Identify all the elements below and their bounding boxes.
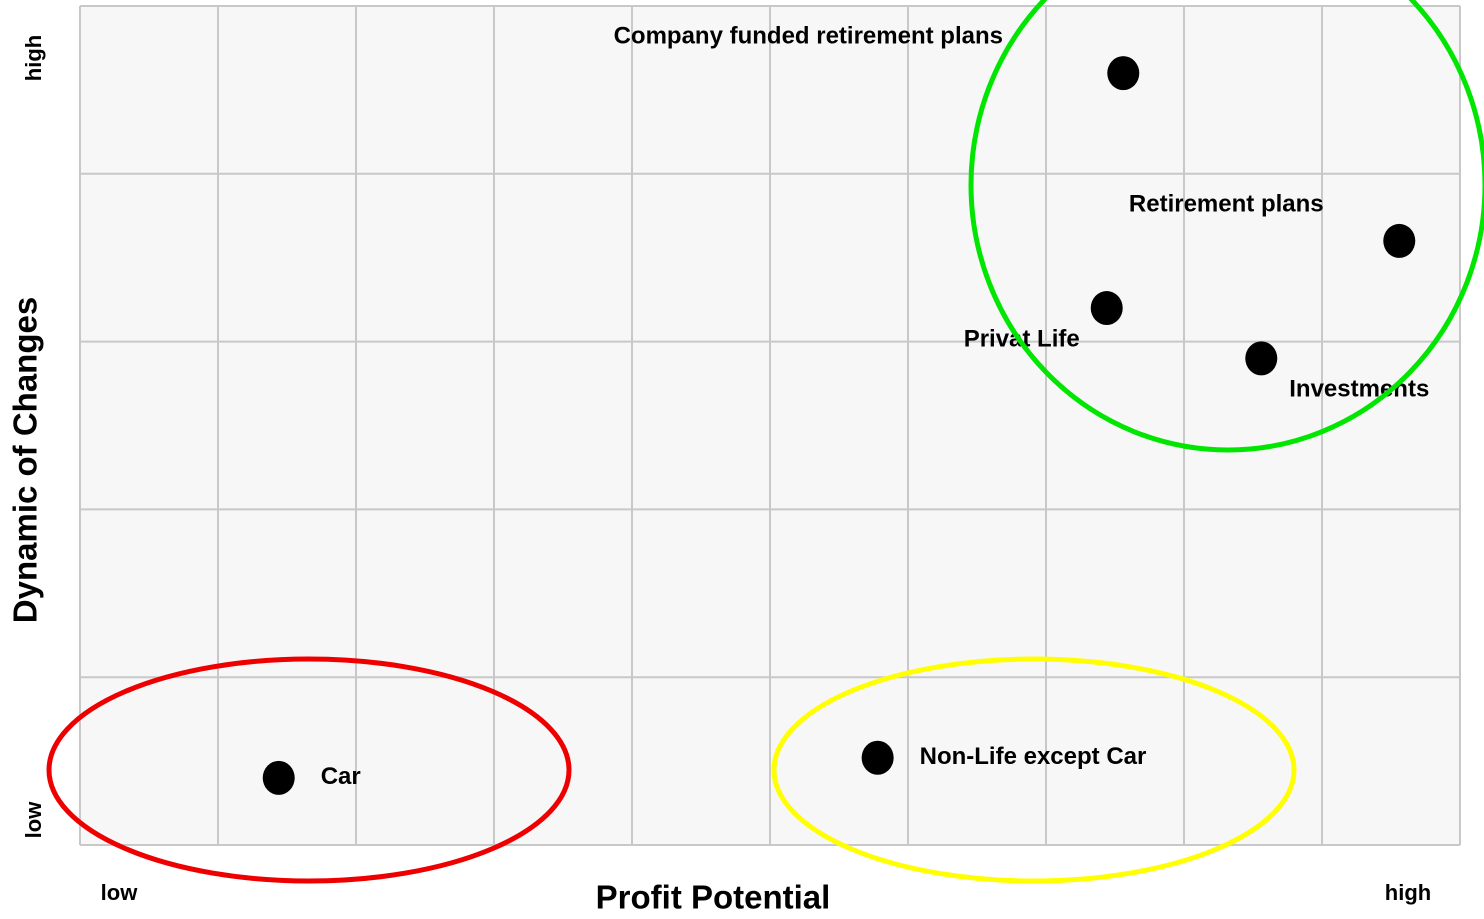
point	[861, 740, 894, 775]
y-axis-title: Dynamic of Changes	[7, 297, 44, 623]
point-label: Car	[321, 763, 361, 790]
y-high-label: high	[21, 35, 46, 81]
point-label: Investments	[1289, 376, 1429, 403]
point	[1383, 223, 1416, 258]
x-high-label: high	[1385, 880, 1431, 905]
x-low-label: low	[101, 880, 139, 905]
x-axis-title: Profit Potential	[596, 879, 831, 916]
point	[262, 760, 295, 795]
point-label: Retirement plans	[1129, 190, 1324, 217]
cluster-ellipse	[968, 0, 1484, 453]
cluster-ellipse	[46, 656, 572, 884]
point	[1245, 341, 1278, 376]
plot-content: Company funded retirement plans Retiremen…	[79, 5, 1461, 846]
y-low-label: low	[21, 801, 46, 839]
point	[1090, 291, 1123, 326]
point-label: Company funded retirement plans	[614, 22, 1003, 49]
point	[1107, 56, 1140, 91]
point-label: Non-Life except Car	[920, 743, 1147, 770]
cluster-ellipse	[771, 656, 1297, 884]
